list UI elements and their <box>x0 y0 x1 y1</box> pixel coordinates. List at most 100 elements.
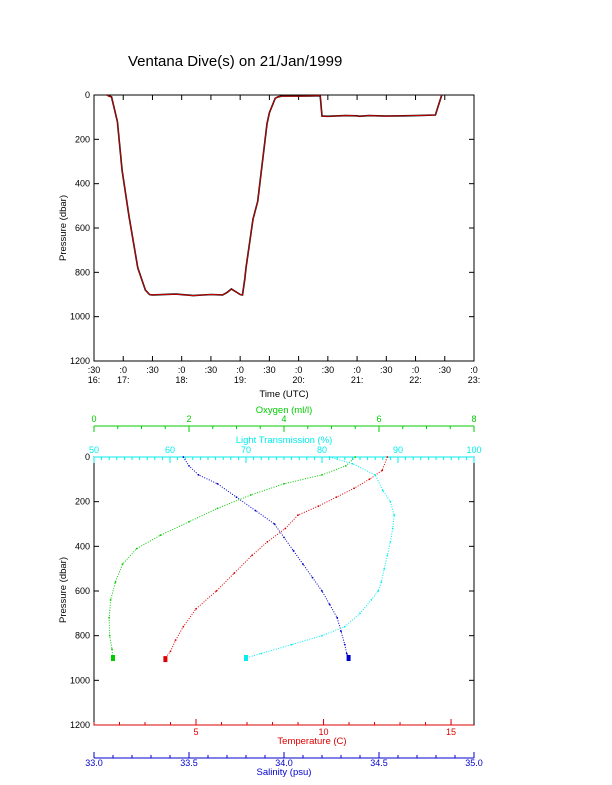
profile-point-temperature <box>174 639 177 641</box>
x-tick-hour-label: 22: <box>409 375 422 385</box>
tick-label: 100 <box>466 445 481 455</box>
y-tick-label: 400 <box>75 541 90 551</box>
profile-point-light-transmission <box>321 634 323 637</box>
x-tick-minute-label: :0 <box>470 365 478 375</box>
profile-point-light-transmission <box>377 590 380 592</box>
tick-label: 90 <box>393 445 403 455</box>
profile-point-salinity <box>254 509 257 512</box>
tick-label: 50 <box>89 445 99 455</box>
tick-label: 0 <box>91 414 96 424</box>
profile-point-temperature <box>353 487 355 490</box>
profile-line-salinity <box>182 456 350 659</box>
salinity-axis-label: Salinity (psu) <box>257 767 312 778</box>
tick-label: 6 <box>376 414 381 424</box>
profile-point-temperature <box>251 554 254 557</box>
profile-point-salinity <box>216 482 219 485</box>
profile-point-light-transmission <box>343 625 346 628</box>
profile-point-temperature <box>215 590 218 592</box>
y-tick-label: 1200 <box>70 356 90 366</box>
profile-point-salinity <box>311 576 314 579</box>
tick-label: 35.0 <box>465 758 483 768</box>
tick-label: 15 <box>446 727 456 737</box>
profile-end-marker-salinity <box>346 655 351 661</box>
profile-point-light-transmission <box>370 599 373 601</box>
tick-label: 33.0 <box>85 758 103 768</box>
profile-point-oxygen <box>216 507 219 510</box>
profile-end-marker-oxygen <box>111 655 115 661</box>
tick-label: 60 <box>165 445 175 455</box>
profile-point-salinity <box>188 465 190 467</box>
x-tick-minute-label: :30 <box>263 365 276 375</box>
salinity-axis: 33.0 33.5 34.0 34.5 35.0 <box>85 752 483 768</box>
profile-point-light-transmission <box>389 500 392 503</box>
profile-frame <box>93 456 475 726</box>
y-tick-label: 200 <box>75 497 90 507</box>
profile-point-salinity <box>345 652 348 655</box>
y-tick-label: 200 <box>75 134 90 144</box>
pressure-axis-label-top: Pressure (dbar) <box>58 195 69 261</box>
profile-point-light-transmission <box>260 652 263 655</box>
profile-point-light-transmission <box>359 612 361 615</box>
x-tick-hour-label: 17: <box>117 375 130 385</box>
profile-point-temperature <box>266 541 269 543</box>
tick-label: 2 <box>186 414 191 424</box>
profile-point-light-transmission <box>381 489 384 492</box>
x-tick-minute-label: :0 <box>353 365 361 375</box>
y-tick-label: 0 <box>85 90 90 100</box>
profile-point-light-transmission <box>391 527 394 530</box>
profile-point-salinity <box>343 643 346 646</box>
profile-point-salinity <box>283 536 285 539</box>
profile-point-light-transmission <box>374 474 377 476</box>
profile-point-light-transmission <box>386 554 389 557</box>
profile-point-oxygen <box>283 482 285 485</box>
tick-label: 34.5 <box>370 758 388 768</box>
profile-point-salinity <box>273 523 276 525</box>
profile-line-oxygen <box>108 456 356 659</box>
x-tick-minute-label: :30 <box>439 365 452 375</box>
profile-point-oxygen <box>111 648 113 650</box>
profile-point-temperature <box>335 496 338 499</box>
oxygen-axis: 0 2 4 6 8 <box>91 414 477 432</box>
tick-label: 10 <box>319 727 329 737</box>
profile-series <box>108 456 396 663</box>
profile-point-salinity <box>336 616 339 619</box>
y-tick-label: 1200 <box>70 720 90 730</box>
oxygen-axis-label: Oxygen (ml/l) <box>256 405 312 416</box>
x-tick-hour-label: 23: <box>468 375 481 385</box>
profile-point-salinity <box>182 456 185 458</box>
profile-point-oxygen <box>188 520 190 523</box>
y-tick-label: 1000 <box>70 675 90 685</box>
x-tick-minute-label: :30 <box>88 365 101 375</box>
profile-point-temperature <box>169 650 172 653</box>
profile-end-marker-light-transmission <box>244 655 248 661</box>
x-tick-hour-label: 20: <box>292 375 305 385</box>
time-axis-label: Time (UTC) <box>259 389 308 400</box>
profile-panel: 0 200 400 600 800 1000 1200 Pressure (dbar) 0 2… <box>58 405 483 778</box>
profile-line-temperature <box>164 456 388 660</box>
tick-label: 5 <box>194 727 199 737</box>
x-tick-minute-label: :0 <box>178 365 186 375</box>
profile-point-temperature <box>182 625 185 628</box>
y-tick-label: 400 <box>75 179 90 189</box>
x-tick-minute-label: :0 <box>295 365 303 375</box>
time-series-frame <box>93 94 475 362</box>
pressure-line-overlay <box>106 94 443 296</box>
profile-point-light-transmission <box>380 581 383 583</box>
pressure-line <box>106 94 443 297</box>
tick-label: 80 <box>317 445 327 455</box>
x-tick-hour-label: 16: <box>88 375 101 385</box>
x-tick-minute-label: :30 <box>146 365 159 375</box>
x-tick-hour-label: 19: <box>234 375 247 385</box>
profile-line-light-transmission <box>245 456 395 659</box>
profile-point-temperature <box>195 608 197 610</box>
tick-label: 4 <box>281 414 286 424</box>
profile-point-oxygen <box>135 547 138 550</box>
y-tick-label: 600 <box>75 223 90 233</box>
profile-point-light-transmission <box>351 462 354 465</box>
x-tick-minute-label: :0 <box>119 365 127 375</box>
y-tick-label: 800 <box>75 267 90 277</box>
profile-point-light-transmission <box>290 643 293 646</box>
profile-point-oxygen <box>344 465 347 467</box>
x-tick-hour-label: 18: <box>175 375 188 385</box>
